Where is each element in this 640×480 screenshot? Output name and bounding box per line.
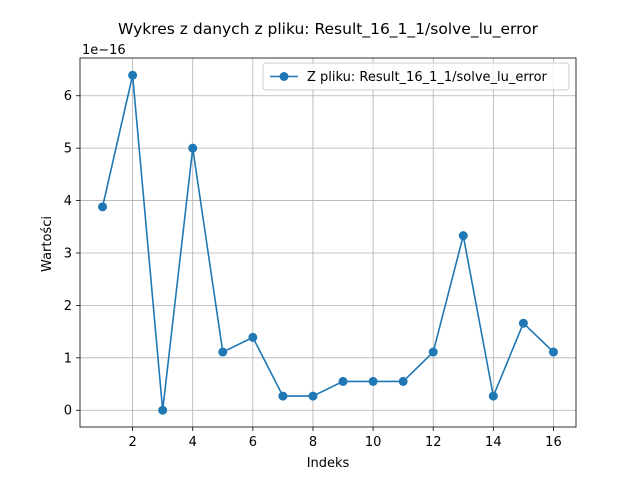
x-tick-label: 16 (545, 435, 562, 450)
y-tick-label: 2 (64, 299, 72, 314)
data-point (278, 391, 288, 401)
legend-box (262, 62, 570, 91)
series-line (101, 74, 555, 412)
y-axis-title: Wartości (40, 216, 55, 272)
y-tick-label: 4 (64, 194, 72, 209)
x-tick-label: 6 (249, 435, 257, 450)
data-point (458, 231, 468, 241)
data-point (398, 376, 408, 386)
data-point (368, 376, 378, 386)
x-tick-label: 12 (425, 435, 442, 450)
data-point (548, 347, 558, 357)
legend-entry-label: Z pliku: Result_16_1_1/solve_lu_error (307, 70, 548, 85)
y-tick-label: 0 (64, 404, 72, 419)
y-scale-label: 1e−16 (82, 43, 126, 58)
x-tick-label: 10 (365, 435, 382, 450)
y-tick-label: 3 (64, 246, 72, 261)
data-point (338, 376, 348, 386)
data-point (428, 347, 438, 357)
data-point (98, 202, 108, 212)
legend: Z pliku: Result_16_1_1/solve_lu_error (262, 62, 570, 91)
y-tick-label: 6 (64, 89, 72, 104)
plot-area-frame (79, 57, 577, 428)
y-tick-label: 5 (64, 142, 72, 157)
x-tick-label: 14 (485, 435, 502, 450)
chart-title: Wykres z danych z pliku: Result_16_1_1/s… (118, 20, 539, 39)
data-series (98, 70, 558, 415)
data-point (488, 391, 498, 401)
data-point (128, 70, 138, 80)
data-point (518, 318, 528, 328)
x-axis-title: Indeks (307, 456, 350, 471)
data-point (218, 347, 228, 357)
data-point (158, 405, 168, 415)
x-tick-label: 2 (128, 435, 136, 450)
data-point (248, 332, 258, 342)
x-tick-label: 4 (189, 435, 197, 450)
data-point (308, 391, 318, 401)
x-tick-label: 8 (309, 435, 317, 450)
data-point (188, 143, 198, 153)
y-tick-label: 1 (64, 351, 72, 366)
legend-marker-swatch (279, 72, 289, 81)
